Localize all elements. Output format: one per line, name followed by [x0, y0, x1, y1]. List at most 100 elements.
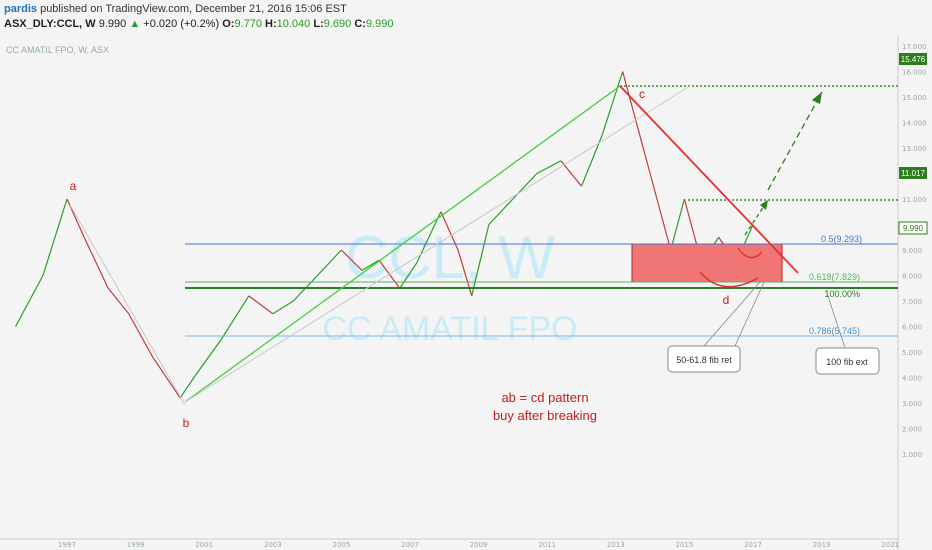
up-arrow-icon: ▲ [129, 18, 141, 30]
price-segment [471, 224, 490, 297]
publish-info: pardis published on TradingView.com, Dec… [4, 3, 347, 15]
y-tick-label: 2.000 [902, 426, 922, 434]
target-arrow-head [812, 92, 822, 104]
y-tick-label: 15.000 [902, 94, 927, 102]
x-tick-label: 2019 [813, 541, 831, 549]
publish-text: published on TradingView.com, December 2… [37, 3, 347, 15]
last-price: 9.990 [98, 18, 127, 30]
target-arrow [767, 91, 823, 191]
fib-label-0.5: 0.5(9.293) [821, 234, 862, 244]
wave-label-d: d [723, 293, 730, 307]
x-tick-label: 1997 [58, 541, 76, 549]
y-tick-label: 16.000 [902, 69, 927, 77]
wave-label-c: c [639, 87, 645, 101]
callout-pointer-fib-ext [825, 289, 846, 349]
bottom-curve-small [737, 247, 763, 259]
high-label: H: [265, 18, 277, 30]
price-segment [107, 287, 130, 315]
price-badge-last-text: 9.990 [903, 224, 924, 233]
price-segment [220, 295, 250, 340]
bc-green-line [184, 85, 621, 403]
price-badge-target-text: 15.476 [901, 55, 926, 64]
price-segment [179, 377, 195, 399]
low-label: L: [313, 18, 324, 30]
author-link[interactable]: pardis [4, 3, 38, 15]
callout-pointer-fib-ret [703, 281, 761, 347]
price-segment [248, 295, 274, 315]
price-segment [83, 236, 109, 289]
callout-fib-ext-text: 100 fib ext [826, 357, 868, 367]
y-tick-label: 5.000 [902, 349, 922, 357]
price-badge-breakout [899, 167, 927, 179]
bc-gray-line [184, 85, 691, 403]
price-segment [316, 249, 342, 276]
symbol-label: ASX_DLY:CCL, W [4, 18, 96, 30]
x-tick-label: 2021 [881, 541, 899, 549]
ohlc-bar: ASX_DLY:CCL, W 9.990 ▲ +0.020 (+0.2%) O:… [4, 18, 393, 30]
watermark-name: CC AMATIL FPO [322, 310, 577, 348]
close-value: 9.990 [365, 18, 394, 30]
x-tick-label: 1999 [127, 541, 145, 549]
price-segment [649, 173, 672, 251]
y-tick-label: 13.000 [902, 145, 927, 153]
x-tick-label: 2001 [195, 541, 213, 549]
change-value: +0.020 (+0.2%) [143, 18, 220, 30]
price-segment [399, 262, 418, 289]
watermark-ticker: CCL, W [345, 224, 555, 291]
y-tick-label: 6.000 [902, 324, 922, 332]
price-segment [128, 313, 154, 358]
open-label: O: [222, 18, 235, 30]
y-tick-label: 17.000 [902, 43, 927, 51]
y-tick-label: 1.000 [902, 451, 922, 459]
callout-fib-ret[interactable] [667, 345, 741, 373]
price-segment [272, 300, 294, 315]
price-segment [340, 249, 363, 271]
price-segment [670, 198, 685, 251]
fib-zone-rect[interactable] [631, 243, 783, 283]
y-tick-label: 9.000 [902, 247, 922, 255]
fib-label-0.618: 0.618(7.829) [809, 272, 860, 282]
x-tick-label: 2009 [470, 541, 488, 549]
callout-pointer-fib-ret-2 [734, 281, 765, 347]
price-segment [42, 198, 68, 276]
x-tick-label: 2015 [675, 541, 693, 549]
x-tick-label: 2013 [607, 541, 625, 549]
price-badge-last [898, 221, 928, 235]
x-tick-label: 2011 [538, 541, 556, 549]
annotation-line-2: buy after breaking [493, 408, 597, 423]
price-segment [66, 198, 85, 238]
bottom-curve-large [699, 271, 759, 288]
wave-label-b: b [183, 416, 190, 430]
open-value: 9.770 [234, 18, 262, 30]
price-segment [488, 198, 514, 225]
callout-fib-ret-text: 50-61.8 fib ret [676, 355, 732, 365]
x-tick-label: 2017 [744, 541, 762, 549]
price-segment [193, 338, 222, 378]
x-tick-label: 2005 [332, 541, 350, 549]
x-tick-label: 2003 [264, 541, 282, 549]
price-segment [601, 71, 624, 136]
high-value: 10.040 [276, 18, 311, 30]
price-segment [15, 275, 44, 327]
y-tick-label: 14.000 [902, 120, 927, 128]
price-badge-breakout-text: 11.017 [901, 169, 925, 178]
cd-red-line [619, 85, 799, 274]
fib-label-100: 100.00% [824, 289, 860, 299]
symbol-info-text: CC AMATIL FPO, W, ASX [6, 45, 109, 55]
wave-label-a: a [70, 179, 77, 193]
y-tick-label: 11.000 [902, 196, 927, 204]
price-badge-target [899, 53, 927, 65]
fib-label-0.786: 0.786(5.745) [809, 326, 860, 336]
price-segment [512, 173, 538, 200]
callout-fib-ext[interactable] [815, 347, 880, 375]
y-tick-label: 8.000 [902, 273, 922, 281]
y-tick-label: 3.000 [902, 400, 922, 408]
price-segment [152, 356, 181, 399]
price-segment [635, 122, 651, 174]
y-tick-label: 7.000 [902, 298, 922, 306]
ab-trendline [69, 204, 186, 406]
annotation-line-1: ab = cd pattern [501, 390, 588, 405]
low-value: 9.690 [323, 18, 352, 30]
x-tick-label: 2007 [401, 541, 419, 549]
